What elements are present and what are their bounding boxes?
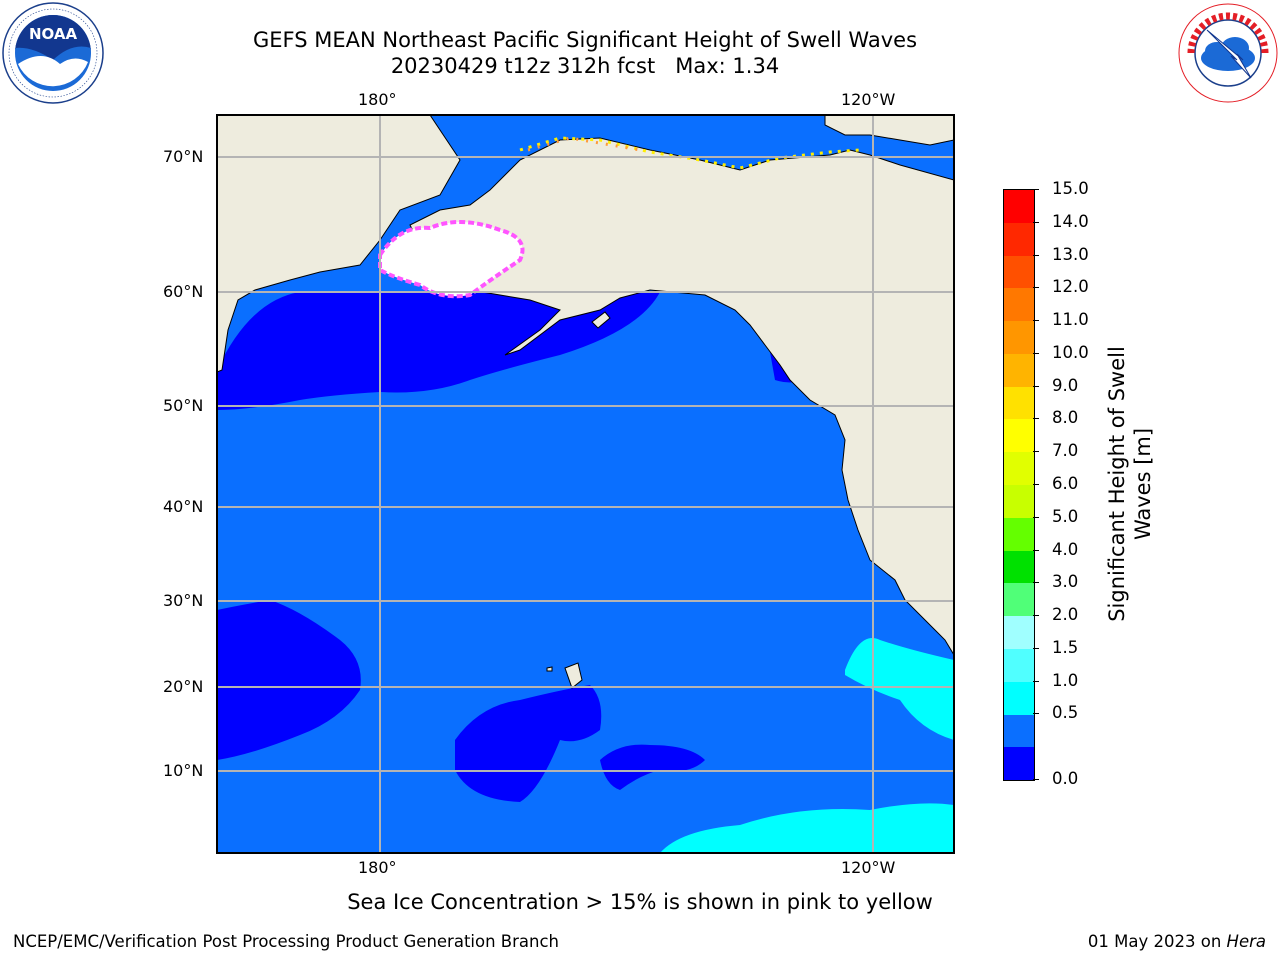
- colorbar-segment: [1004, 681, 1034, 715]
- colorbar-tick-label: 1.0: [1052, 670, 1079, 690]
- colorbar-segment: [1004, 714, 1034, 748]
- colorbar-tick-label: 6.0: [1052, 474, 1079, 493]
- lat-label-10n: 10°N: [163, 761, 204, 780]
- sea-ice-note: Sea Ice Concentration > 15% is shown in …: [0, 890, 1280, 914]
- colorbar-tick-mark: [1033, 713, 1039, 715]
- land-hawaii: [564, 662, 583, 689]
- noaa-logo-text: NOAA: [29, 25, 78, 43]
- colorbar-segment: [1004, 747, 1034, 781]
- lat-label-30n: 30°N: [163, 591, 204, 610]
- colorbar-segment: [1004, 190, 1034, 223]
- lat-label-70n: 70°N: [163, 147, 204, 166]
- sea-ice-edge: [378, 219, 525, 299]
- lon-label-bottom-120w: 120°W: [841, 858, 896, 877]
- noaa-logo: NOAA: [2, 2, 104, 104]
- footer-credit: NCEP/EMC/Verification Post Processing Pr…: [13, 932, 559, 951]
- colorbar-tick-mark: [1033, 221, 1039, 223]
- colorbar-tick-label: 11.0: [1052, 310, 1089, 330]
- colorbar-tick-mark: [1033, 516, 1039, 518]
- colorbar-tick-mark: [1033, 287, 1039, 289]
- colorbar-tick-label: 13.0: [1052, 244, 1089, 264]
- colorbar-tick-label: 8.0: [1052, 408, 1079, 428]
- colorbar-tick-label: 0.0: [1052, 769, 1079, 788]
- colorbar-segment: [1004, 485, 1034, 518]
- colorbar-label-line2: Waves [m]: [1131, 427, 1155, 541]
- footer-date: 01 May 2023 on Hera: [1088, 932, 1266, 951]
- colorbar-tick-mark: [1033, 418, 1039, 420]
- colorbar-tick-mark: [1033, 189, 1039, 190]
- colorbar-tick-mark: [1033, 647, 1039, 649]
- lat-label-60n: 60°N: [163, 282, 204, 301]
- colorbar-label-line1: Significant Height of Swell: [1105, 346, 1129, 622]
- max-label: Max: 1.34: [675, 54, 780, 78]
- colorbar-tick-mark: [1033, 320, 1039, 322]
- colorbar-tick-mark: [1033, 352, 1039, 354]
- lat-label-40n: 40°N: [163, 497, 204, 516]
- colorbar-segment: [1004, 321, 1034, 354]
- colorbar-tick-mark: [1033, 385, 1039, 387]
- colorbar-tick-label: 7.0: [1052, 441, 1079, 461]
- colorbar-segment: [1004, 616, 1034, 649]
- land-arctic-islands: [824, 115, 954, 146]
- land-hawaii-small: [546, 666, 553, 672]
- map-frame: [216, 114, 955, 854]
- colorbar-segment: [1004, 353, 1034, 387]
- colorbar-segment: [1004, 419, 1034, 453]
- colorbar-tick-mark: [1033, 451, 1039, 453]
- colorbar-segment: [1004, 222, 1034, 256]
- colorbar-tick-label: 15.0: [1052, 179, 1089, 198]
- colorbar-segment: [1004, 517, 1034, 551]
- colorbar-tick-mark: [1033, 549, 1039, 551]
- low-swell-region-hawaii: [455, 685, 602, 802]
- land-siberia: [217, 115, 461, 373]
- colorbar-segment: [1004, 386, 1034, 420]
- colorbar-tick-mark: [1033, 484, 1039, 485]
- colorbar-tick-label: 5.0: [1052, 506, 1079, 526]
- colorbar-tick-label: 4.0: [1052, 539, 1079, 559]
- colorbar-tick-label: 14.0: [1052, 211, 1089, 231]
- arctic-ice-strip-orange: [527, 136, 641, 152]
- colorbar-segment: [1004, 583, 1034, 617]
- lon-label-top-180: 180°: [358, 90, 397, 109]
- colorbar-tick-mark: [1033, 680, 1039, 682]
- nws-logo: [1178, 3, 1278, 103]
- colorbar-tick-label: 1.5: [1052, 637, 1079, 657]
- land-kodiak: [591, 311, 611, 329]
- colorbar-tick-mark: [1033, 254, 1039, 256]
- footer-host: Hera: [1226, 932, 1266, 951]
- colorbar-tick-label: 12.0: [1052, 277, 1089, 297]
- colorbar-segment: [1004, 288, 1034, 322]
- low-swell-region-central: [600, 744, 705, 790]
- low-swell-region-west: [217, 600, 361, 760]
- colorbar-tick-mark: [1033, 615, 1039, 617]
- colorbar-tick-label: 2.0: [1052, 605, 1079, 625]
- colorbar-tick-label: 9.0: [1052, 375, 1079, 395]
- colorbar-tick-label: 10.0: [1052, 342, 1089, 362]
- title-line1: GEFS MEAN Northeast Pacific Significant …: [252, 28, 918, 52]
- colorbar-tick-mark: [1033, 779, 1039, 780]
- colorbar-segment: [1004, 648, 1034, 682]
- lon-label-bottom-180: 180°: [358, 858, 397, 877]
- colorbar-ticks: 15.0 14.0 13.0 12.0 11.0 10.0 9.0 8.0 7.0 6.0 5.0 4…: [1033, 180, 1095, 788]
- colorbar-tick-label: 3.0: [1052, 572, 1079, 592]
- footer-date-text: 01 May 2023 on: [1087, 932, 1227, 951]
- colorbar-segment: [1004, 452, 1034, 486]
- lat-label-20n: 20°N: [163, 677, 204, 696]
- colorbar-segment: [1004, 550, 1034, 584]
- chart-title: GEFS MEAN Northeast Pacific Significant …: [0, 27, 1170, 53]
- graticule: [217, 115, 954, 853]
- mid-swell-region-south: [660, 803, 954, 853]
- colorbar-segment: [1004, 255, 1034, 289]
- arctic-ice-strip: [519, 136, 861, 170]
- sea-ice-note-text: Sea Ice Concentration > 15% is shown in …: [347, 890, 933, 914]
- lat-label-50n: 50°N: [163, 396, 204, 415]
- sea-ice-region: [380, 221, 523, 297]
- colorbar: [1003, 189, 1035, 781]
- colorbar-tick-label: 0.5: [1052, 703, 1079, 723]
- colorbar-tick-mark: [1033, 582, 1039, 584]
- lon-label-top-120w: 120°W: [841, 90, 896, 109]
- chart-subtitle: 20230429 t12z 312h fcst Max: 1.34: [0, 53, 1170, 79]
- title-line2: 20230429 t12z 312h fcst: [390, 54, 656, 78]
